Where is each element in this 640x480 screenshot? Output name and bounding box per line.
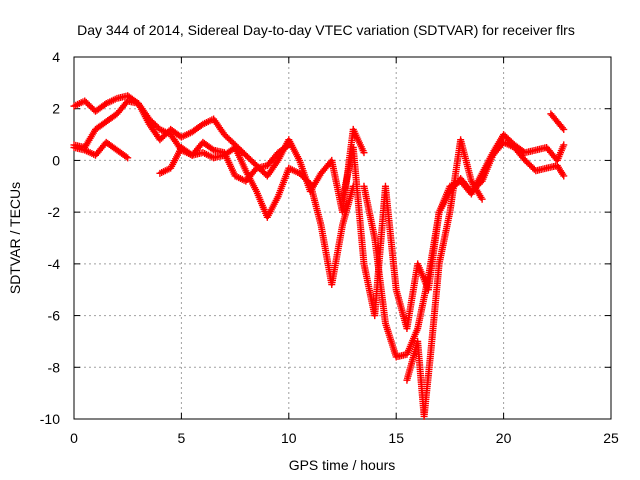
x-tick-label: 0 <box>70 430 78 446</box>
data-point <box>124 154 132 162</box>
x-tick-label: 5 <box>178 430 186 446</box>
y-tick-label: -6 <box>48 308 61 324</box>
data-point <box>478 195 486 203</box>
data-point <box>360 149 368 157</box>
y-tick-label: 4 <box>52 49 60 65</box>
axis-ticks: 0 5 10 15 20 25 -10 -8 -6 -4 -2 0 2 4 <box>40 49 619 446</box>
y-tick-label: -2 <box>48 204 61 220</box>
y-tick-label: 0 <box>52 152 60 168</box>
x-tick-label: 25 <box>603 430 619 446</box>
data-point <box>560 172 568 180</box>
x-axis-label: GPS time / hours <box>289 457 396 473</box>
series-track-7 <box>403 136 486 420</box>
data-point <box>558 124 566 132</box>
data-point <box>560 141 568 149</box>
plot-frame <box>73 56 612 420</box>
series-track-4 <box>156 138 293 185</box>
y-axis-label: SDTVAR / TECUs <box>7 182 23 294</box>
grid <box>74 57 611 419</box>
data-point <box>560 125 568 133</box>
y-tick-label: -4 <box>48 256 61 272</box>
data-marks <box>70 92 568 420</box>
data-point <box>122 99 130 107</box>
series-track-3 <box>70 138 132 162</box>
data-point <box>285 141 293 149</box>
y-tick-label: 2 <box>52 101 60 117</box>
x-tick-label: 20 <box>496 430 512 446</box>
y-tick-label: -8 <box>48 359 61 375</box>
data-point <box>283 142 291 150</box>
y-tick-label: -10 <box>40 411 60 427</box>
chart-title: Day 344 of 2014, Sidereal Day-to-day VTE… <box>77 22 575 38</box>
data-point <box>208 145 216 153</box>
x-tick-label: 10 <box>281 430 297 446</box>
series-track-8 <box>547 110 568 133</box>
x-tick-label: 15 <box>388 430 404 446</box>
data-point <box>122 153 130 161</box>
